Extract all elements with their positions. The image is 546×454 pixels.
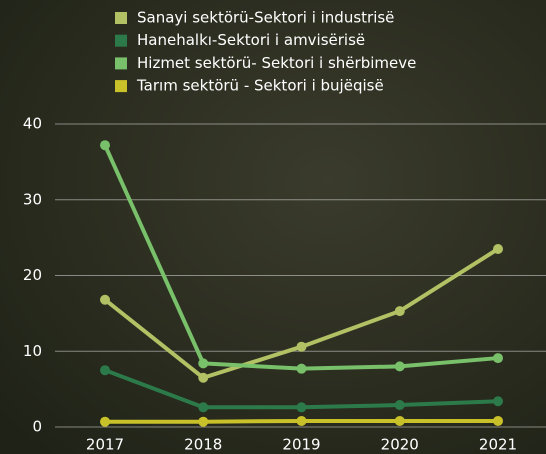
- legend-swatch: [115, 57, 127, 70]
- data-point: [198, 402, 209, 413]
- legend-swatch: [115, 12, 127, 24]
- y-tick-label: 40: [23, 115, 42, 133]
- data-point: [100, 294, 110, 305]
- data-point: [100, 416, 110, 427]
- data-point: [198, 358, 209, 369]
- data-point: [493, 353, 503, 364]
- y-tick-label: 20: [23, 266, 42, 284]
- legend-label: Hanehalkı-Sektori i amvisërisë: [137, 31, 365, 49]
- data-point: [296, 402, 307, 413]
- data-point: [493, 415, 503, 426]
- data-point: [100, 365, 110, 376]
- data-point: [394, 306, 405, 317]
- data-point: [296, 415, 307, 426]
- data-point: [296, 363, 307, 374]
- data-point: [493, 243, 503, 254]
- y-tick-label: 10: [23, 342, 42, 360]
- x-tick-label: 2020: [381, 436, 419, 454]
- data-point: [198, 372, 209, 383]
- data-point: [296, 341, 307, 352]
- y-tick-label: 0: [32, 418, 42, 436]
- legend-label: Tarım sektörü - Sektori i bujëqisë: [136, 77, 384, 95]
- data-point: [394, 400, 405, 411]
- data-point: [394, 415, 405, 426]
- x-tick-label: 2018: [184, 436, 222, 454]
- x-tick-label: 2019: [282, 436, 320, 454]
- legend-swatch: [115, 34, 127, 47]
- data-point: [100, 140, 110, 151]
- x-tick-label: 2017: [86, 436, 124, 454]
- y-tick-label: 30: [23, 190, 42, 208]
- x-tick-label: 2021: [479, 436, 517, 454]
- legend-swatch: [115, 80, 127, 93]
- data-point: [493, 396, 503, 407]
- data-point: [198, 416, 209, 427]
- legend-label: Sanayi sektörü-Sektori i industrisë: [137, 9, 394, 27]
- legend-label: Hizmet sektörü- Sektori i shërbimeve: [137, 54, 416, 72]
- data-point: [394, 361, 405, 372]
